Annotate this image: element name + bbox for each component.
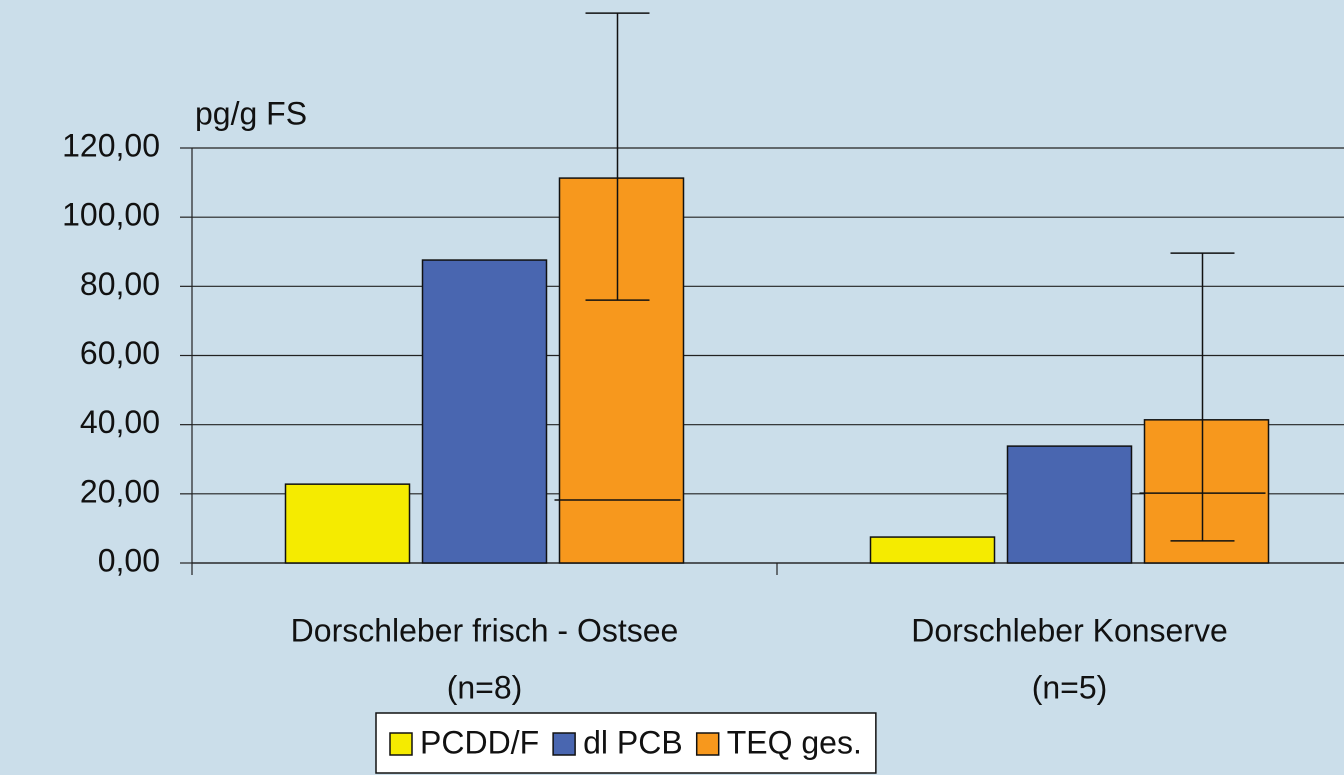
x-tick-label: Dorschleber Konserve bbox=[911, 612, 1228, 648]
legend-label: PCDD/F bbox=[420, 724, 539, 760]
x-tick-label: (n=8) bbox=[447, 669, 523, 705]
y-tick-label: 100,00 bbox=[62, 197, 160, 233]
x-tick-label: Dorschleber frisch - Ostsee bbox=[291, 612, 679, 648]
y-unit-label: pg/g FS bbox=[195, 95, 307, 131]
bar bbox=[421, 259, 548, 564]
legend bbox=[375, 712, 877, 774]
x-tick-label: (n=5) bbox=[1032, 669, 1108, 705]
y-tick-label: 20,00 bbox=[80, 473, 160, 509]
bar bbox=[869, 536, 996, 564]
legend-label: TEQ ges. bbox=[727, 724, 862, 760]
y-tick-label: 80,00 bbox=[80, 266, 160, 302]
y-tick-label: 60,00 bbox=[80, 335, 160, 371]
y-tick-label: 0,00 bbox=[98, 542, 160, 578]
y-tick-label: 40,00 bbox=[80, 404, 160, 440]
legend-swatch bbox=[389, 732, 413, 756]
legend-swatch bbox=[552, 732, 576, 756]
bar bbox=[1006, 445, 1133, 564]
bar bbox=[1143, 419, 1270, 564]
bar bbox=[284, 483, 411, 564]
legend-label: dl PCB bbox=[583, 724, 683, 760]
y-tick-label: 120,00 bbox=[62, 127, 160, 163]
legend-swatch bbox=[695, 732, 720, 756]
bar bbox=[558, 177, 685, 564]
